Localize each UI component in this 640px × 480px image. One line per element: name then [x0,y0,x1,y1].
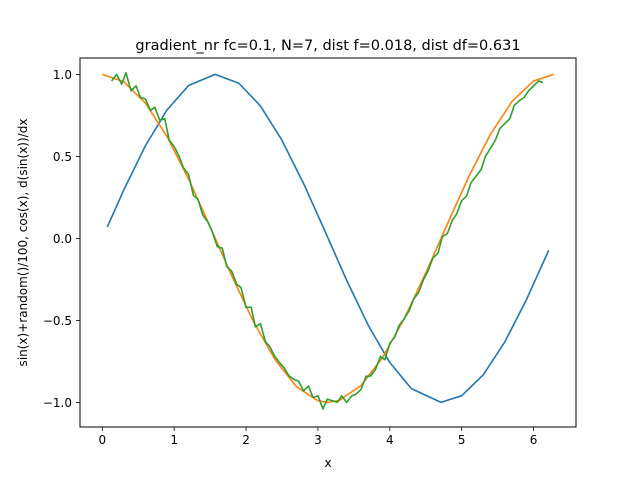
series-line-3 [110,71,544,410]
x-tick-label: 5 [458,433,466,447]
y-tick-label: 0.0 [53,232,72,246]
y-tick-label: −1.0 [43,396,72,410]
x-axis-label: x [324,456,331,470]
x-tick-label: 2 [242,433,250,447]
x-tick-label: 3 [314,433,322,447]
y-tick-label: 0.5 [53,150,72,164]
y-axis: −1.0 −0.5 0.0 0.5 1.0 [43,68,80,410]
y-tick-label: −0.5 [43,314,72,328]
x-axis: 0 1 2 3 4 5 6 [98,427,537,447]
series-line-1 [106,73,550,404]
plot-frame [79,57,577,428]
plot-area [102,71,554,410]
y-axis-label: sin(x)+random()/100, cos(x), d(sin(x))/d… [16,119,30,367]
x-tick-label: 1 [170,433,178,447]
x-tick-label: 4 [386,433,394,447]
chart-title: gradient_nr fc=0.1, N=7, dist f=0.018, d… [135,38,520,54]
x-tick-label: 0 [98,433,106,447]
x-tick-label: 6 [530,433,538,447]
y-tick-label: 1.0 [53,68,72,82]
series-line-2 [102,73,554,404]
